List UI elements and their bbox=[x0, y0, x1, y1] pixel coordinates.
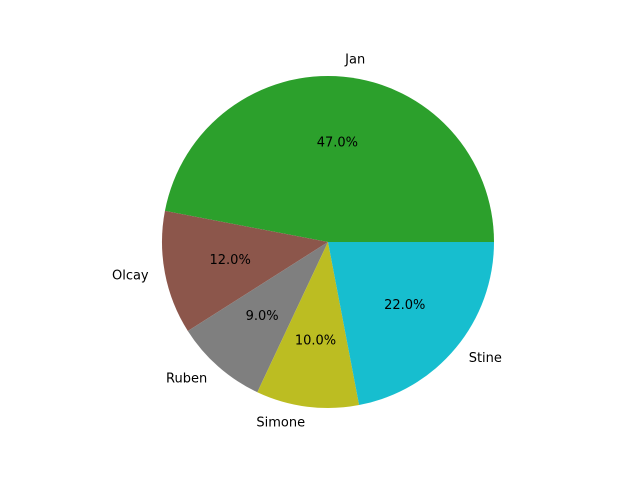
pie-slice-olcay bbox=[161, 210, 328, 331]
pie-pct-label-stine: 22.0% bbox=[384, 298, 425, 313]
pie-slice-simone bbox=[257, 242, 360, 409]
pie-slice-ruben bbox=[187, 242, 328, 393]
pie-category-label-simone: Simone bbox=[256, 416, 305, 431]
pie-category-label-olcay: Olcay bbox=[112, 269, 149, 284]
pie-pct-label-simone: 10.0% bbox=[295, 333, 336, 348]
pie-category-label-ruben: Ruben bbox=[166, 371, 207, 386]
pie-pct-label-ruben: 9.0% bbox=[246, 309, 279, 324]
pie-slice-jan bbox=[164, 75, 494, 242]
pie-slice-stine bbox=[328, 242, 494, 406]
pie-pct-label-olcay: 12.0% bbox=[210, 253, 251, 268]
pie-slices bbox=[161, 75, 494, 409]
pie-category-label-stine: Stine bbox=[469, 351, 502, 366]
pie-category-label-jan: Jan bbox=[344, 53, 365, 68]
pie-labels: 47.0% Jan 12.0% Olcay 9.0% Ruben 10.0% Simone 22… bbox=[112, 53, 502, 431]
pie-pct-label-jan: 47.0% bbox=[317, 135, 358, 150]
